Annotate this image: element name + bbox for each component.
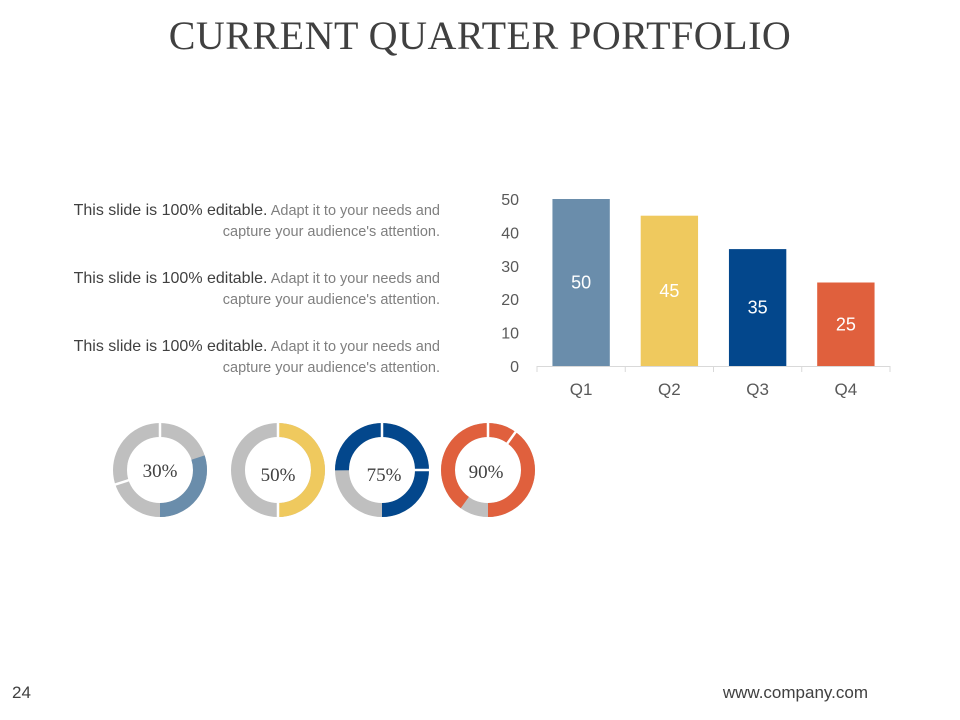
x-tick-label: Q2 <box>658 380 681 399</box>
bar-data-label: 25 <box>836 314 856 334</box>
donut-chart-30 <box>113 422 207 517</box>
blurb-body: Adapt it to your needs and capture your … <box>222 339 440 376</box>
donut-label: 90% <box>468 462 504 483</box>
x-tick-label: Q4 <box>835 380 858 399</box>
blurb-body: Adapt it to your needs and capture your … <box>222 271 440 308</box>
blurb-lead: This slide is 100% editable. <box>73 270 268 287</box>
bar-data-label: 50 <box>571 273 591 293</box>
text-blurb: This slide is 100% editable. Adapt it to… <box>60 268 440 311</box>
bar-data-label: 45 <box>659 281 679 301</box>
donut-chart-75 <box>335 422 430 517</box>
donut-charts: 30% 50% 75% 90% <box>110 420 550 530</box>
donut-separator <box>505 430 518 445</box>
bar-chart: 0 10 20 30 40 50 50 Q1 45 Q2 35 Q3 25 Q4 <box>501 192 891 399</box>
page-number: 24 <box>12 683 31 702</box>
y-tick-label: 20 <box>501 292 519 309</box>
y-tick-label: 40 <box>501 225 519 242</box>
bar-q1 <box>552 199 610 366</box>
x-tick-label: Q1 <box>570 380 593 399</box>
bar-q4 <box>817 282 875 366</box>
x-tick-label: Q3 <box>746 380 769 399</box>
bar-q3 <box>728 249 787 366</box>
donut-chart-50 <box>231 422 325 518</box>
donut-label: 30% <box>142 461 178 482</box>
y-tick-label: 0 <box>510 359 519 376</box>
blurb-lead: This slide is 100% editable. <box>73 202 268 219</box>
y-tick-label: 50 <box>501 192 519 209</box>
y-tick-label: 30 <box>501 259 519 276</box>
y-tick-label: 10 <box>501 326 519 343</box>
blurb-lead: This slide is 100% editable. <box>73 338 268 355</box>
text-blurb: This slide is 100% editable. Adapt it to… <box>60 336 440 379</box>
bar-q2 <box>640 215 699 366</box>
donut-label: 75% <box>366 465 402 486</box>
donut-separator <box>113 478 130 487</box>
slide-title: CURRENT QUARTER PORTFOLIO <box>168 13 792 58</box>
donut-value-arc <box>113 423 207 517</box>
bar-data-label: 35 <box>748 298 768 318</box>
text-blurbs: This slide is 100% editable. Adapt it to… <box>60 200 440 404</box>
donut-label: 50% <box>260 465 296 486</box>
website-url: www.company.com <box>722 683 868 702</box>
donut-chart-90 <box>441 422 535 517</box>
text-blurb: This slide is 100% editable. Adapt it to… <box>60 200 440 243</box>
blurb-body: Adapt it to your needs and capture your … <box>222 203 440 240</box>
